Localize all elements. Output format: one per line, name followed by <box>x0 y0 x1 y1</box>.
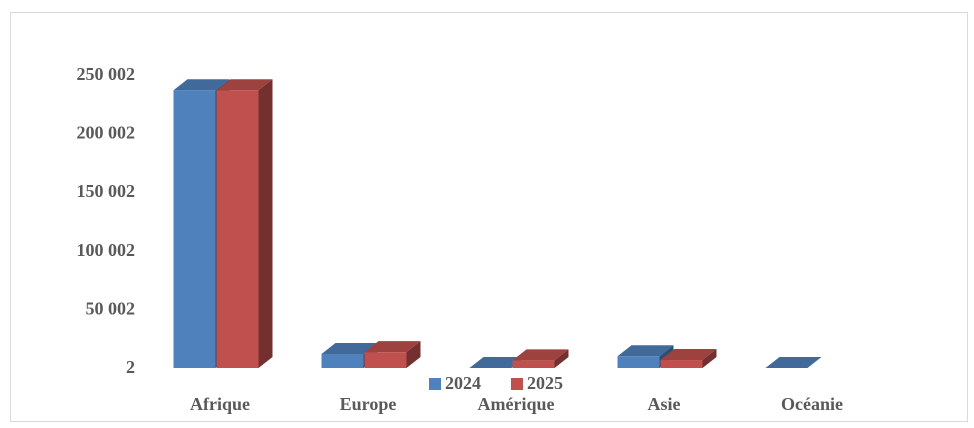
bar-2025-3 <box>660 349 717 368</box>
x-tick-label: Europe <box>340 394 397 414</box>
bar-2025-2 <box>512 349 569 368</box>
legend-label: 2024 <box>445 373 481 393</box>
bar-2025-1 <box>364 341 421 368</box>
legend-swatch <box>429 378 441 390</box>
x-tick-label: Afrique <box>190 394 250 414</box>
y-tick-label: 50 002 <box>86 298 136 318</box>
bar-2024-2 <box>469 357 526 368</box>
y-tick-label: 100 002 <box>77 240 136 260</box>
legend-item-2025: 2025 <box>511 373 563 393</box>
y-tick-label: 2 <box>126 357 135 377</box>
y-tick-label: 200 002 <box>77 123 136 143</box>
bars <box>173 79 822 368</box>
chart-frame: 2 50 002 100 002 150 002 200 002 250 002 Afri… <box>10 12 968 422</box>
legend: 2024 2025 <box>429 373 563 393</box>
x-tick-label: Océanie <box>781 394 843 414</box>
legend-label: 2025 <box>527 373 563 393</box>
legend-swatch <box>511 378 523 390</box>
x-axis: Afrique Europe Amérique Asie Océanie <box>190 394 843 414</box>
y-tick-label: 150 002 <box>77 181 136 201</box>
y-tick-label: 250 002 <box>77 64 136 84</box>
x-tick-label: Amérique <box>478 394 555 414</box>
legend-item-2024: 2024 <box>429 373 481 393</box>
bar-2025-0 <box>216 79 273 368</box>
x-tick-label: Asie <box>648 394 681 414</box>
bar-2024-4 <box>765 357 822 368</box>
